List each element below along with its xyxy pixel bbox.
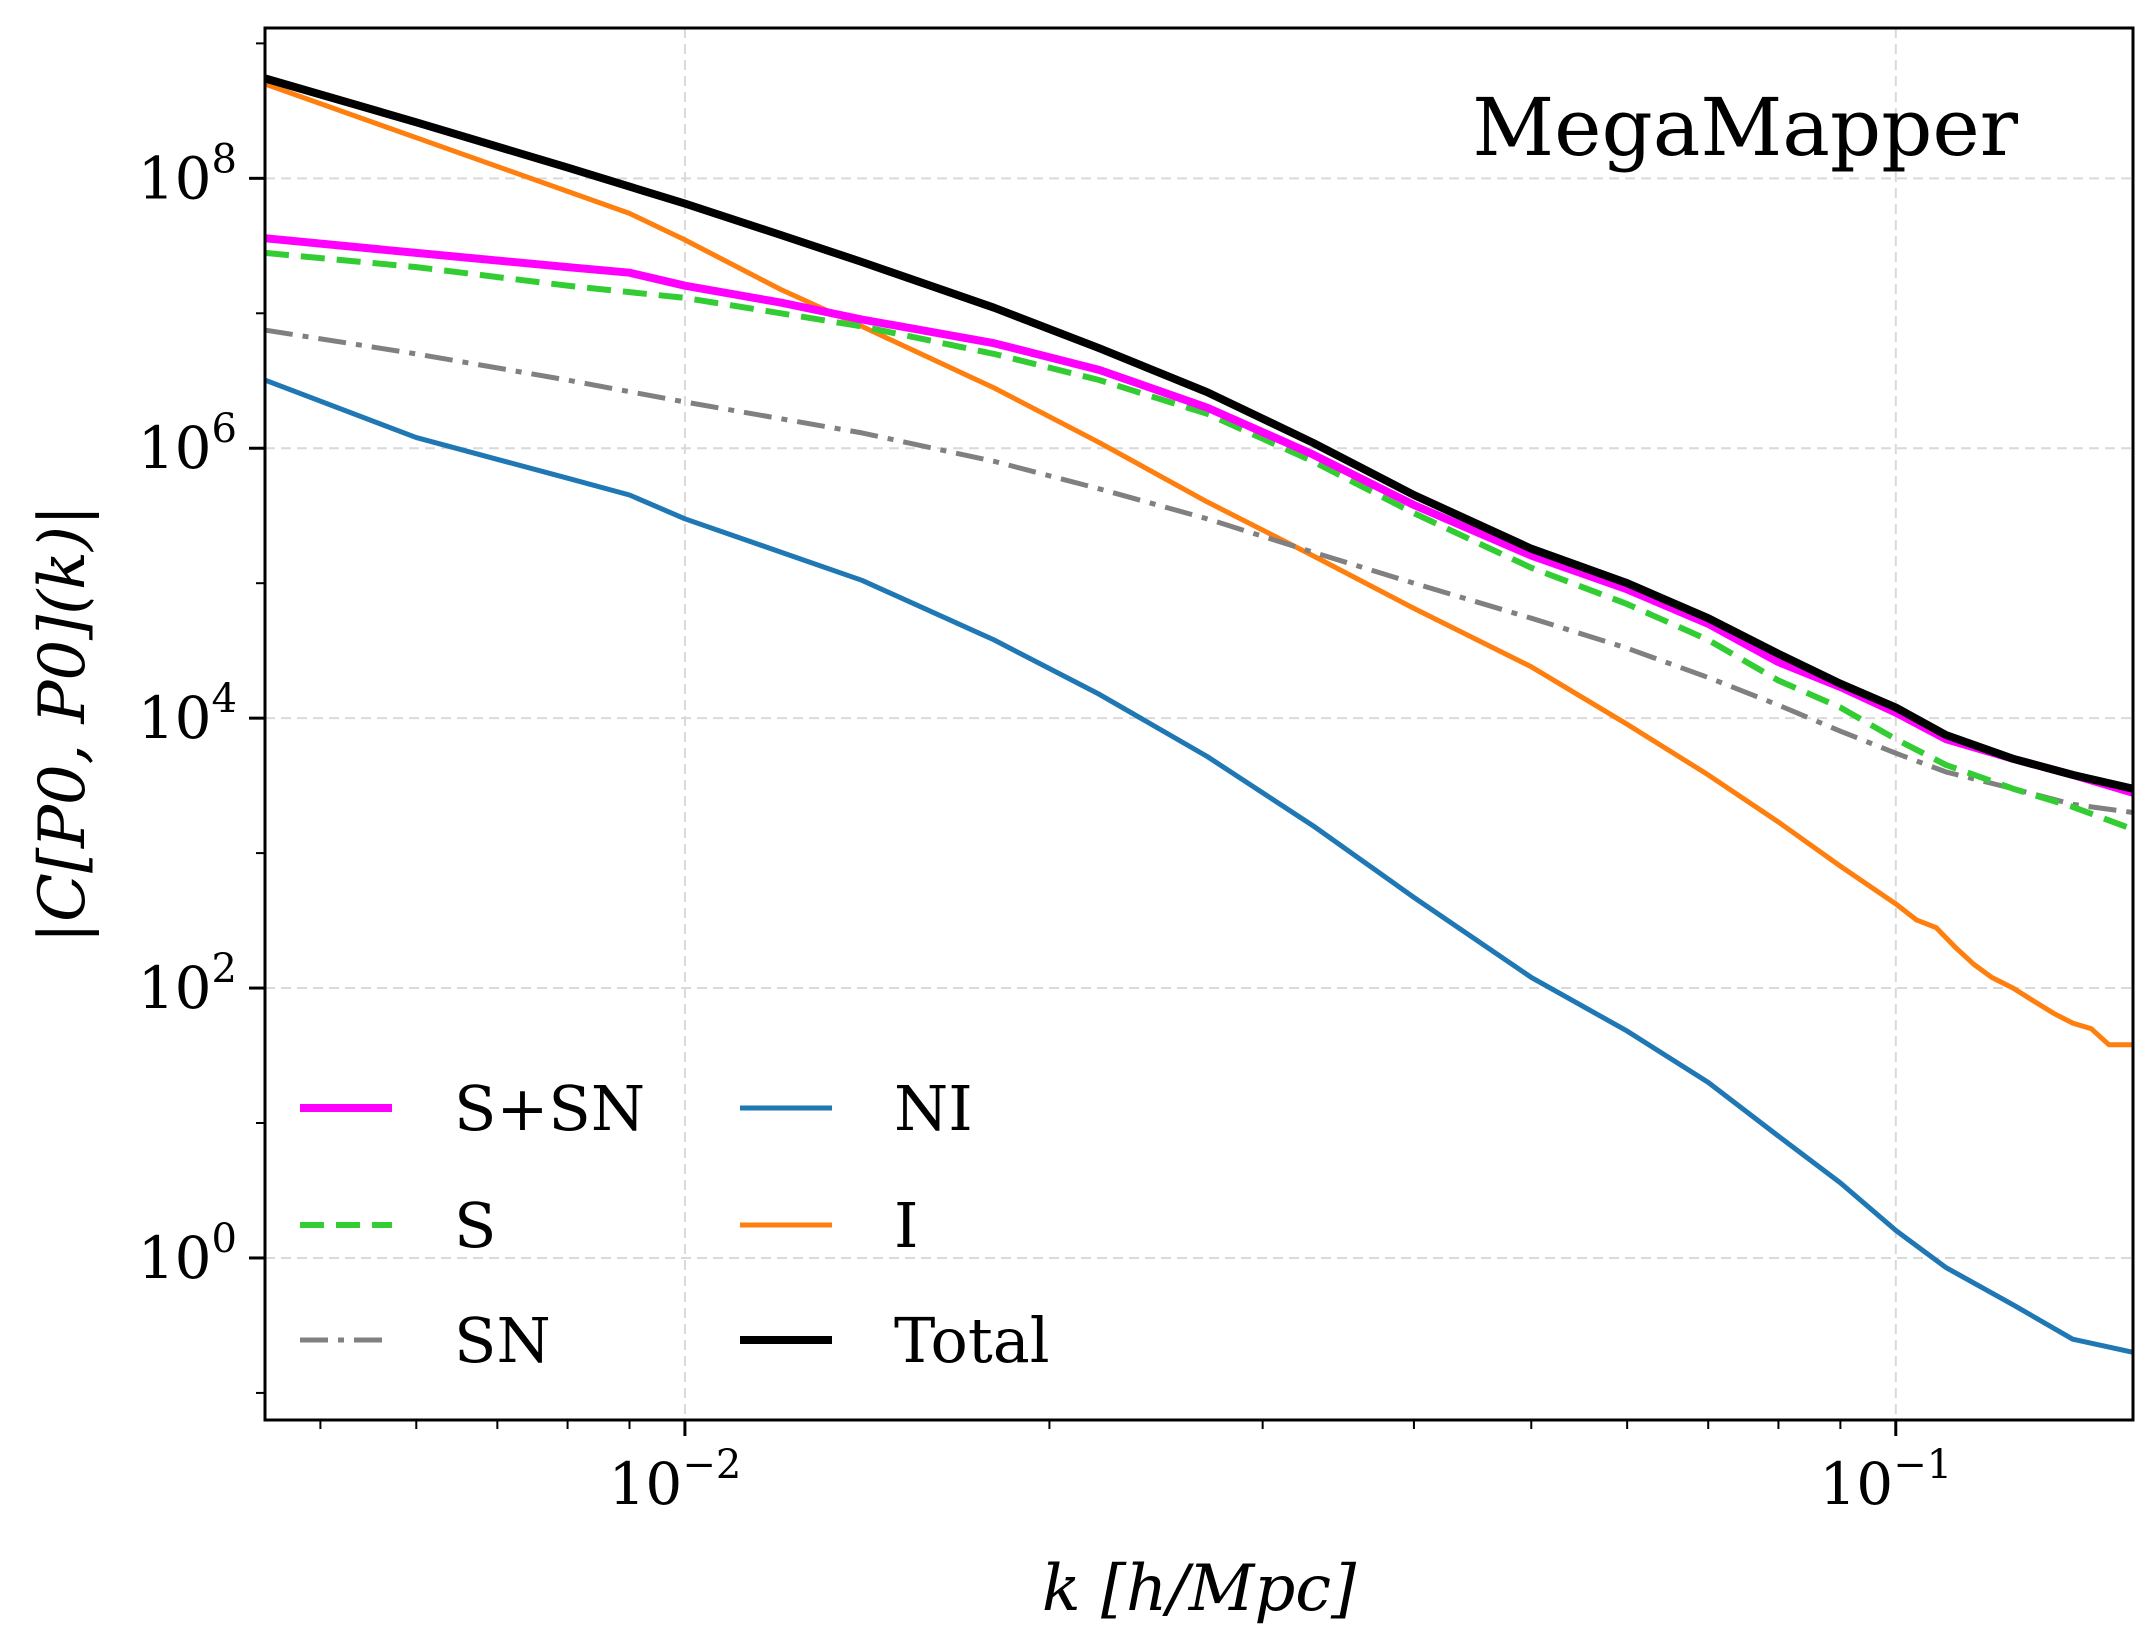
y-tick-base: 10: [138, 1224, 212, 1292]
series-line-s-sn: [265, 234, 2133, 797]
legend-label-s: S: [454, 1189, 496, 1262]
x-tick-base: 10: [1819, 1450, 1893, 1518]
x-tick-base: 10: [609, 1450, 683, 1518]
x-axis-label: k [h/Mpc]: [1042, 1552, 1357, 1626]
y-tick-base: 10: [138, 144, 212, 212]
y-tick-exponent: 0: [212, 1216, 237, 1262]
y-tick-base: 10: [138, 684, 212, 752]
y-tick-exponent: 4: [212, 676, 237, 722]
x-tick-exponent: −1: [1893, 1442, 1952, 1488]
y-tick-label: 104: [138, 676, 237, 752]
series-line-ni: [265, 377, 2133, 1355]
legend-label-s-sn: S+SN: [454, 1072, 645, 1145]
series-group: [265, 74, 2133, 1355]
y-tick-exponent: 2: [212, 946, 237, 992]
plot-frame: [263, 26, 2135, 1422]
legend-label-total: Total: [894, 1304, 1050, 1377]
y-tick-base: 10: [138, 414, 212, 482]
y-tick-label: 100: [138, 1216, 237, 1292]
x-tick-label: 10−2: [609, 1442, 742, 1518]
series-line-sn: [265, 327, 2133, 815]
legend-label-i: I: [894, 1189, 919, 1262]
plot-background: [265, 28, 2133, 1420]
legend-label-sn: SN: [454, 1304, 551, 1377]
legend: S+SN S SN NI I Total: [300, 1072, 1050, 1377]
legend-label-ni: NI: [894, 1072, 973, 1145]
y-axis-label: |C[P0, P0](k)|: [26, 505, 100, 944]
x-tick-exponent: −2: [682, 1442, 741, 1488]
chart-annotation: MegaMapper: [1472, 81, 2019, 174]
y-tick-label: 108: [138, 136, 237, 212]
y-tick-exponent: 8: [212, 136, 237, 182]
series-line-i: [265, 81, 2133, 1048]
y-tick-base: 10: [138, 954, 212, 1022]
y-tick-label: 102: [138, 946, 237, 1022]
y-tick-exponent: 6: [212, 406, 237, 452]
series-line-s: [265, 249, 2133, 833]
grid: [265, 28, 2133, 1420]
x-tick-label: 10−1: [1819, 1442, 1952, 1518]
y-tick-label: 106: [138, 406, 237, 482]
series-line-total: [265, 74, 2133, 793]
